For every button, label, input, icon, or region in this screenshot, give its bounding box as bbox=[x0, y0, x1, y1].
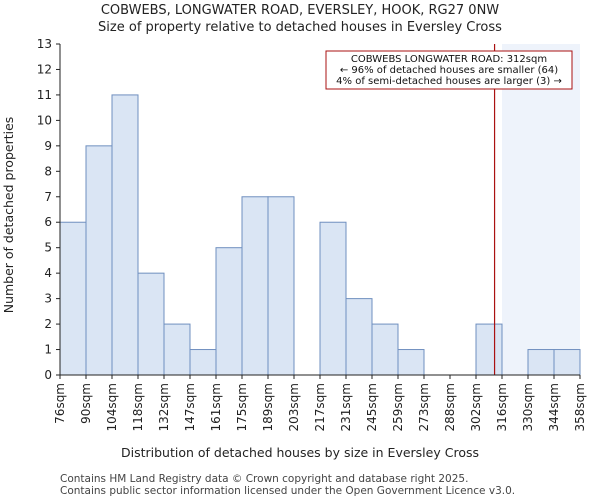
x-tick-label: 203sqm bbox=[287, 383, 301, 431]
y-tick-label: 12 bbox=[37, 62, 52, 76]
x-tick-label: 302sqm bbox=[469, 383, 483, 431]
x-tick-label: 245sqm bbox=[365, 383, 379, 431]
annotation-line-3: 4% of semi-detached houses are larger (3… bbox=[336, 76, 562, 87]
y-tick-label: 10 bbox=[37, 113, 52, 127]
bar-189sqm bbox=[267, 196, 295, 376]
annotation-line-2: ← 96% of detached houses are smaller (64… bbox=[340, 65, 558, 76]
bar-118sqm bbox=[137, 272, 165, 376]
x-tick-label: 288sqm bbox=[443, 383, 457, 431]
x-tick-label: 231sqm bbox=[339, 383, 353, 431]
x-tick-label: 217sqm bbox=[313, 383, 327, 431]
y-tick-label: 1 bbox=[44, 343, 52, 357]
bar-330sqm bbox=[527, 349, 555, 376]
y-tick-label: 11 bbox=[37, 88, 52, 102]
x-tick-label: 344sqm bbox=[547, 383, 561, 431]
x-tick-label: 330sqm bbox=[521, 383, 535, 431]
highlight-area bbox=[502, 44, 580, 375]
bar-161sqm bbox=[215, 247, 243, 376]
x-tick-label: 118sqm bbox=[131, 383, 145, 431]
annotation-box bbox=[325, 50, 573, 90]
x-tick-label: 90sqm bbox=[79, 383, 93, 424]
bar-76sqm bbox=[59, 221, 87, 376]
bar-90sqm bbox=[85, 145, 113, 376]
bar-104sqm bbox=[111, 94, 139, 376]
x-tick-label: 358sqm bbox=[573, 383, 587, 431]
bar-344sqm bbox=[553, 349, 581, 376]
y-tick-label: 5 bbox=[44, 241, 52, 255]
x-tick-label: 259sqm bbox=[391, 383, 405, 431]
annotation: COBWEBS LONGWATER ROAD: 312sqm ← 96% of … bbox=[325, 50, 573, 90]
bar-147sqm bbox=[189, 349, 217, 376]
x-ticks: 76sqm 90sqm 104sqm 118sqm 132sqm 147sqm 161sqm… bbox=[53, 375, 587, 431]
y-tick-label: 7 bbox=[44, 190, 52, 204]
x-tick-label: 147sqm bbox=[183, 383, 197, 431]
footer-line-1: Contains HM Land Registry data © Crown c… bbox=[60, 473, 468, 485]
y-tick-label: 2 bbox=[44, 317, 52, 331]
x-tick-label: 104sqm bbox=[105, 383, 119, 431]
bars bbox=[59, 94, 581, 376]
y-tick-label: 13 bbox=[37, 37, 52, 51]
x-tick-label: 132sqm bbox=[157, 383, 171, 431]
annotation-line-1: COBWEBS LONGWATER ROAD: 312sqm bbox=[351, 54, 547, 65]
y-tick-label: 6 bbox=[44, 215, 52, 229]
bar-231sqm bbox=[345, 298, 373, 376]
x-tick-label: 316sqm bbox=[495, 383, 509, 431]
y-tick-label: 0 bbox=[44, 368, 52, 382]
bar-259sqm bbox=[397, 349, 425, 376]
y-tick-label: 4 bbox=[44, 266, 52, 280]
bar-175sqm bbox=[241, 196, 269, 376]
highlight-region bbox=[502, 44, 580, 375]
x-tick-label: 189sqm bbox=[261, 383, 275, 431]
y-tick-label: 8 bbox=[44, 164, 52, 178]
y-tick-label: 9 bbox=[44, 139, 52, 153]
bar-245sqm bbox=[371, 323, 399, 376]
x-tick-label: 175sqm bbox=[235, 383, 249, 431]
chart-title: COBWEBS, LONGWATER ROAD, EVERSLEY, HOOK,… bbox=[101, 3, 499, 18]
chart-subtitle: Size of property relative to detached ho… bbox=[98, 20, 502, 35]
x-axis-label: Distribution of detached houses by size … bbox=[121, 445, 479, 460]
x-tick-label: 76sqm bbox=[53, 383, 67, 424]
footer-line-2: Contains public sector information licen… bbox=[60, 485, 515, 497]
x-tick-label: 273sqm bbox=[417, 383, 431, 431]
bar-132sqm bbox=[163, 323, 191, 376]
y-tick-label: 3 bbox=[44, 292, 52, 306]
bar-302sqm bbox=[475, 323, 503, 376]
x-tick-label: 161sqm bbox=[209, 383, 223, 431]
bar-217sqm bbox=[319, 221, 347, 376]
y-axis-label: Number of detached properties bbox=[1, 117, 16, 314]
